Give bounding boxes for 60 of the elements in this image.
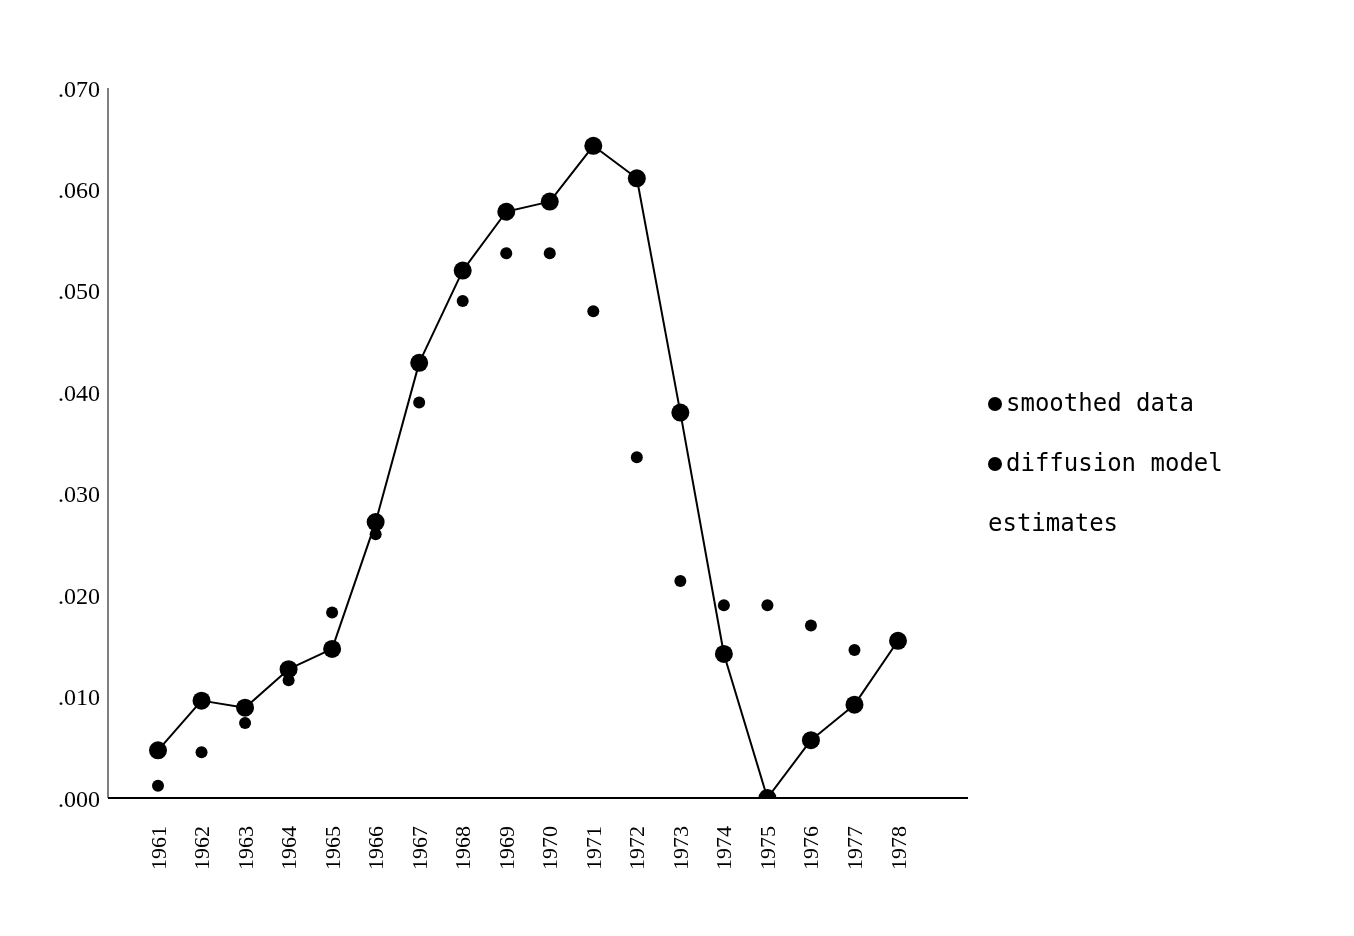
x-tick-label: 1971 bbox=[580, 826, 606, 870]
point bbox=[674, 574, 687, 587]
text: diffusion model estimates bbox=[988, 449, 1223, 537]
x-tick-label: 1970 bbox=[537, 826, 563, 870]
point bbox=[540, 192, 559, 211]
y-tick-label: .060 bbox=[58, 176, 100, 203]
point bbox=[584, 136, 603, 155]
x-tick-label: 1968 bbox=[450, 826, 476, 870]
point bbox=[717, 599, 730, 612]
point bbox=[630, 451, 643, 464]
point bbox=[761, 599, 774, 612]
x-tick-label: 1964 bbox=[276, 826, 302, 870]
point bbox=[236, 698, 255, 717]
point bbox=[149, 741, 167, 760]
point bbox=[413, 396, 426, 409]
x-tick-label: 1974 bbox=[711, 826, 737, 870]
point bbox=[587, 305, 600, 318]
point bbox=[543, 247, 556, 260]
x-tick-label: 1965 bbox=[319, 826, 345, 870]
y-tick-label: .050 bbox=[58, 278, 100, 305]
y-tick-label: .010 bbox=[58, 684, 100, 711]
x-tick-label: 1966 bbox=[363, 826, 389, 870]
point bbox=[848, 643, 861, 656]
point bbox=[500, 247, 513, 260]
point bbox=[192, 691, 211, 710]
y-tick-label: .000 bbox=[58, 785, 100, 812]
x-tick-label: 1976 bbox=[798, 826, 824, 870]
point bbox=[323, 639, 342, 658]
point bbox=[671, 403, 690, 422]
point bbox=[239, 716, 252, 729]
point bbox=[845, 695, 864, 714]
y-tick-label: .030 bbox=[58, 481, 100, 508]
point bbox=[456, 295, 469, 307]
point bbox=[714, 644, 733, 663]
x-tick-label: 1975 bbox=[754, 826, 780, 870]
x-tick-label: 1972 bbox=[624, 826, 650, 870]
point bbox=[279, 660, 298, 679]
x-tick-label: 1963 bbox=[232, 826, 258, 870]
point bbox=[453, 261, 472, 280]
x-tick-label: 1978 bbox=[885, 826, 911, 870]
y-tick-label: .070 bbox=[58, 75, 100, 102]
x-tick-label: 1973 bbox=[667, 826, 693, 870]
point bbox=[627, 169, 646, 188]
point bbox=[804, 619, 817, 632]
point bbox=[152, 779, 164, 792]
point bbox=[326, 606, 339, 619]
x-tick-label: 1962 bbox=[189, 826, 215, 870]
point bbox=[801, 731, 820, 750]
x-tick-label: 1967 bbox=[406, 826, 432, 870]
point bbox=[366, 513, 385, 532]
point bbox=[497, 202, 516, 221]
legend-label: smoothed data bbox=[1006, 389, 1194, 417]
x-tick-label: 1969 bbox=[493, 826, 519, 870]
point bbox=[889, 631, 907, 650]
point bbox=[195, 746, 208, 759]
x-tick-label: 1961 bbox=[145, 826, 171, 870]
y-tick-label: .040 bbox=[58, 379, 100, 406]
y-tick-label: .020 bbox=[58, 582, 100, 609]
x-tick-label: 1977 bbox=[841, 826, 867, 870]
point bbox=[410, 353, 429, 372]
